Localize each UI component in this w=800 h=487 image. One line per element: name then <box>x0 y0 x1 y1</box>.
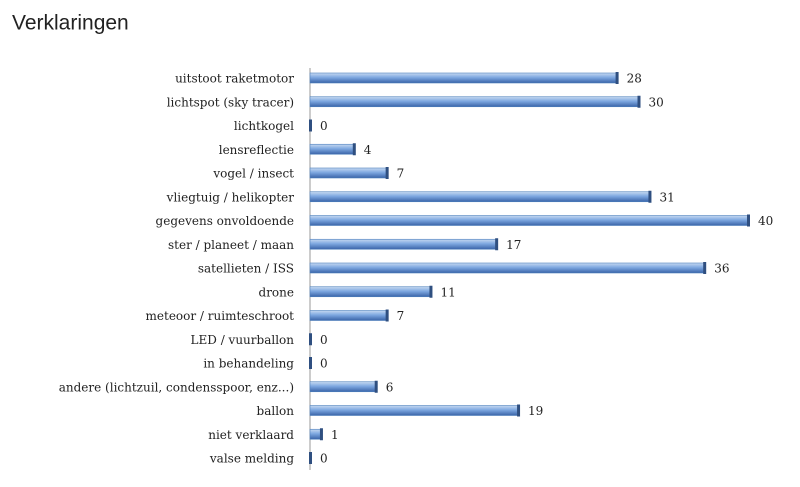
bar <box>309 96 639 108</box>
bar <box>309 381 376 393</box>
bar-end-cap <box>615 72 619 84</box>
value-label: 19 <box>528 404 543 418</box>
value-label: 40 <box>758 214 773 228</box>
value-label: 0 <box>320 119 328 133</box>
category-label: satellieten / ISS <box>198 262 294 276</box>
bar <box>309 167 387 179</box>
bar <box>309 72 617 84</box>
category-label: vogel / insect <box>212 167 294 181</box>
value-label: 0 <box>320 333 328 347</box>
category-label: drone <box>259 285 294 299</box>
bar <box>309 238 497 250</box>
category-label: andere (lichtzuil, condensspoor, enz...) <box>59 380 294 394</box>
bar-end-cap <box>309 452 312 464</box>
value-label: 17 <box>506 238 521 252</box>
category-label: in behandeling <box>203 357 294 371</box>
category-label: vliegtuig / helikopter <box>166 190 295 204</box>
category-label: ster / planeet / maan <box>168 238 294 252</box>
bar-end-cap <box>309 119 312 132</box>
category-label: gegevens onvoldoende <box>156 214 294 228</box>
category-label: LED / vuurballon <box>191 333 295 347</box>
bar <box>309 215 749 226</box>
category-label: uitstoot raketmotor <box>175 72 294 86</box>
bar-end-cap <box>517 404 521 417</box>
value-label: 0 <box>320 452 328 466</box>
bar <box>309 286 431 298</box>
bar-end-cap <box>385 309 389 322</box>
category-label: niet verklaard <box>208 428 294 442</box>
chart-title: Verklaringen <box>12 12 129 35</box>
value-label: 11 <box>440 285 455 299</box>
category-label: lensreflectie <box>219 143 294 157</box>
bar-end-cap <box>637 95 641 108</box>
bar-end-cap <box>747 214 750 227</box>
bar-end-cap <box>703 262 707 274</box>
value-label: 1 <box>331 428 339 442</box>
bar-end-cap <box>309 333 312 346</box>
bar-end-cap <box>385 167 389 179</box>
bar-end-cap <box>309 357 312 369</box>
bar-end-cap <box>352 143 356 156</box>
bar-end-cap <box>648 190 652 203</box>
bar-end-cap <box>495 238 499 251</box>
bar <box>309 405 519 416</box>
category-label: valse melding <box>209 452 294 466</box>
bar <box>309 191 650 203</box>
value-label: 30 <box>649 95 664 109</box>
bar-end-cap <box>319 428 323 441</box>
category-label: meteoor / ruimteschroot <box>146 309 295 323</box>
value-label: 4 <box>364 143 372 157</box>
value-label: 6 <box>386 380 394 394</box>
bar-end-cap <box>429 285 433 298</box>
value-label: 7 <box>397 167 405 181</box>
value-label: 28 <box>627 72 642 86</box>
value-label: 31 <box>659 190 674 204</box>
category-label: ballon <box>257 404 295 418</box>
category-label: lichtkogel <box>234 119 294 133</box>
bar-end-cap <box>374 380 378 393</box>
value-label: 7 <box>397 309 405 323</box>
category-label: lichtspot (sky tracer) <box>167 95 294 109</box>
value-label: 0 <box>320 357 328 371</box>
bar <box>309 428 322 440</box>
bar <box>309 143 355 155</box>
bar <box>309 262 705 274</box>
value-label: 36 <box>714 262 729 276</box>
bar <box>309 310 387 321</box>
